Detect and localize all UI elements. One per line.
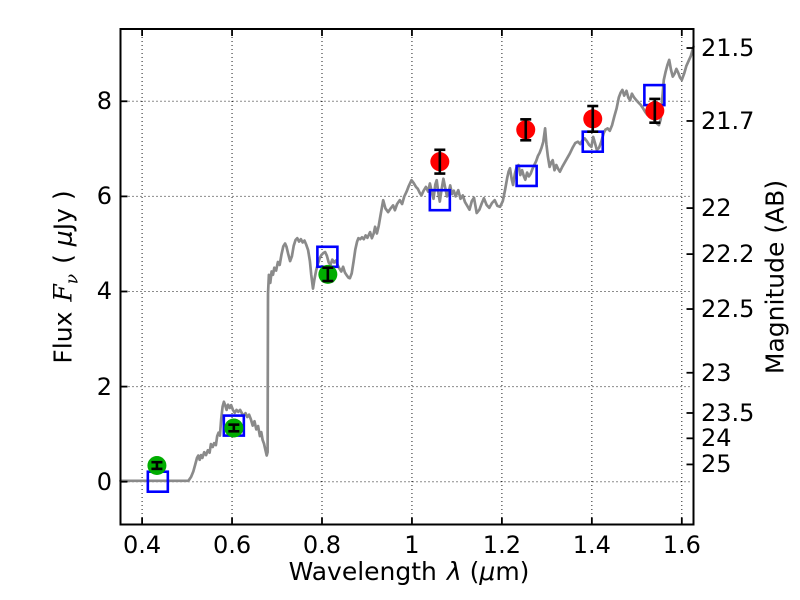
y-left-tick-label-4: 4 (96, 277, 112, 306)
y-left-tick-label-0: 0 (96, 467, 112, 496)
x-axis-label-text: Wavelength (288, 557, 437, 586)
y-left-tick-label-2: 2 (96, 372, 112, 401)
flux-symbol: F (48, 284, 78, 302)
blue-square-marker (428, 188, 452, 212)
nu-subscript: ν (62, 273, 83, 285)
x-axis-label: Wavelength λ (μm) (288, 557, 530, 586)
y-axis-label-left: FluxFν( μJy ) (48, 190, 83, 364)
axes-frame (119, 28, 695, 526)
x-tick-label-0.6: 0.6 (212, 531, 252, 559)
y-right-tick-label-22.2: 22.2 (701, 240, 755, 269)
model-spectrum-line (119, 45, 695, 483)
x-tick-label-1.2: 1.2 (482, 531, 521, 559)
flux-label-text: Flux (48, 311, 78, 364)
mu-symbol: μ (48, 230, 78, 247)
x-tick-label-1.6: 1.6 (662, 531, 701, 559)
y-right-tick-label-25: 25 (701, 450, 732, 479)
y-right-tick-label-21.7: 21.7 (701, 106, 755, 135)
y-left-tick-label-6: 6 (96, 182, 112, 211)
y-axis-label-right: Magnitude (AB) (760, 179, 790, 375)
y-right-tick-label-21.5: 21.5 (701, 34, 755, 63)
x-tick-label-1.4: 1.4 (572, 531, 611, 559)
y-right-tick-label-23: 23 (701, 358, 732, 387)
y-left-tick-label-8: 8 (96, 87, 112, 116)
y-right-tick-label-22: 22 (701, 194, 732, 223)
y-right-tick-label-24: 24 (701, 424, 732, 453)
y-right-tick-label-22.5: 22.5 (701, 295, 755, 324)
y-right-tick-label-23.5: 23.5 (701, 398, 755, 427)
mu-symbol: μ (479, 557, 496, 586)
x-tick-label-0.8: 0.8 (302, 531, 342, 559)
blue-square-marker (515, 164, 538, 188)
x-tick-label-1: 1 (404, 531, 420, 559)
x-tick-label-0.4: 0.4 (122, 531, 162, 559)
lambda-symbol: λ (446, 557, 462, 586)
